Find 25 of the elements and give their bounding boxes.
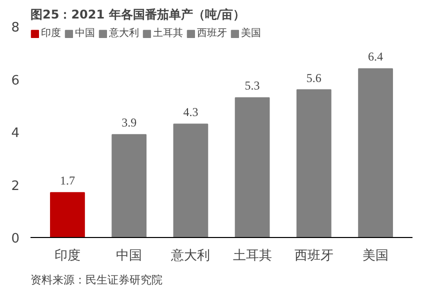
data-label: 5.3 [244, 78, 260, 93]
x-tick-label: 中国 [116, 248, 142, 264]
data-label: 1.7 [60, 174, 75, 188]
legend-label: 土耳其 [153, 26, 183, 40]
y-tick-label: 2 [11, 178, 20, 194]
chart-title: 图25：2021 年各国番茄单产（吨/亩） [30, 8, 246, 22]
data-label: 5.6 [306, 70, 322, 85]
y-tick-label: 6 [11, 73, 20, 88]
data-label: 3.9 [122, 116, 137, 130]
legend-label: 中国 [75, 26, 95, 40]
data-label: 4.3 [183, 105, 198, 120]
x-tick-label: 土耳其 [232, 248, 272, 264]
legend-label: 西班牙 [197, 26, 227, 40]
x-tick-label: 印度 [54, 248, 80, 264]
x-tick-label: 意大利 [170, 248, 210, 264]
x-tick-label: 美国 [362, 248, 389, 264]
legend-label: 美国 [241, 26, 261, 40]
data-label: 6.4 [368, 50, 384, 64]
x-tick-label: 西班牙 [294, 248, 334, 264]
y-tick-label: 8 [11, 20, 20, 36]
y-tick-label: 0 [11, 232, 20, 246]
legend-label: 印度 [41, 26, 61, 40]
legend-label: 意大利 [109, 26, 139, 40]
text: 资料来源：民生证券研究院 [30, 274, 162, 286]
y-tick-label: 4 [11, 126, 20, 141]
